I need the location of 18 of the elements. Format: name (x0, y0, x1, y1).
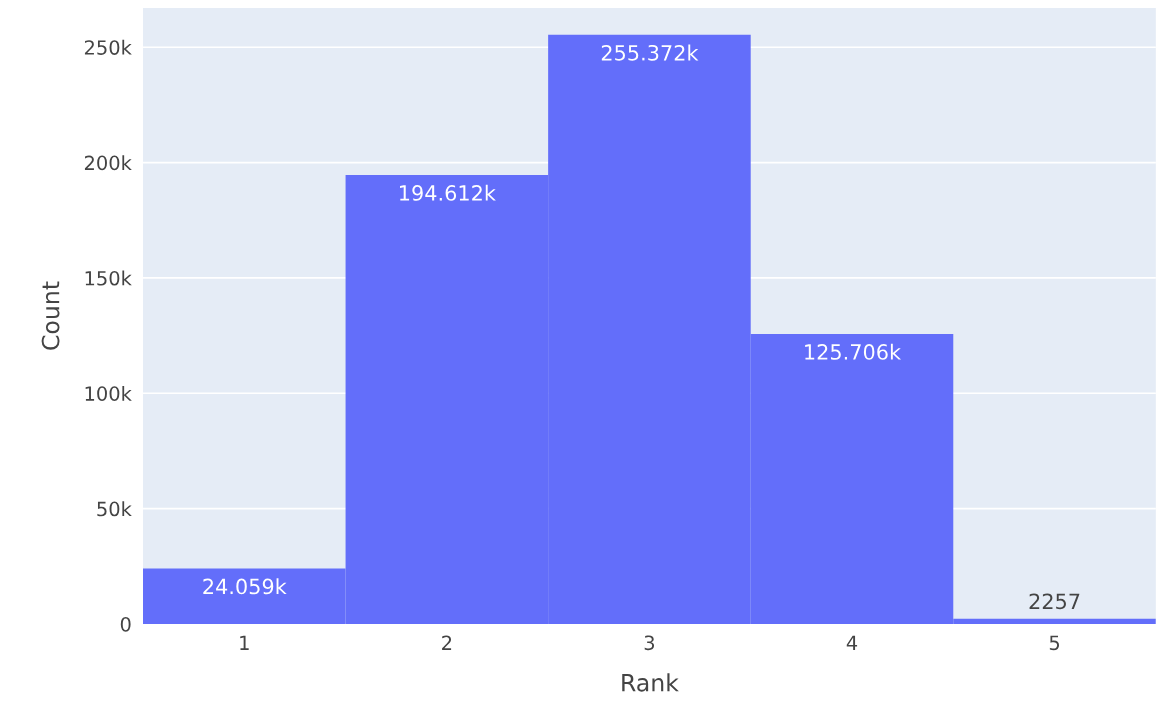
y-tick-label: 150k (85, 270, 132, 286)
x-tick-label: 4 (846, 635, 858, 650)
y-tick-label: 100k (85, 385, 132, 401)
y-tick-label: 0 (120, 616, 131, 632)
data-label: 2257 (1029, 593, 1080, 610)
x-axis-title: Rank (622, 673, 679, 692)
data-label: 24.059k (203, 578, 287, 595)
data-label: 125.706k (805, 343, 902, 360)
data-label: 194.612k (400, 184, 496, 201)
y-tick-label: 200k (84, 155, 132, 171)
y-tick-label: 50k (97, 501, 132, 517)
y-axis-title: Count (41, 281, 60, 350)
data-label: 255.372k (601, 44, 699, 61)
y-tick-label: 250k (84, 39, 132, 55)
x-tick-label: 3 (644, 635, 655, 651)
x-tick-label: 2 (442, 635, 452, 650)
x-tick-label: 1 (240, 635, 249, 650)
x-tick-label: 5 (1049, 635, 1060, 651)
